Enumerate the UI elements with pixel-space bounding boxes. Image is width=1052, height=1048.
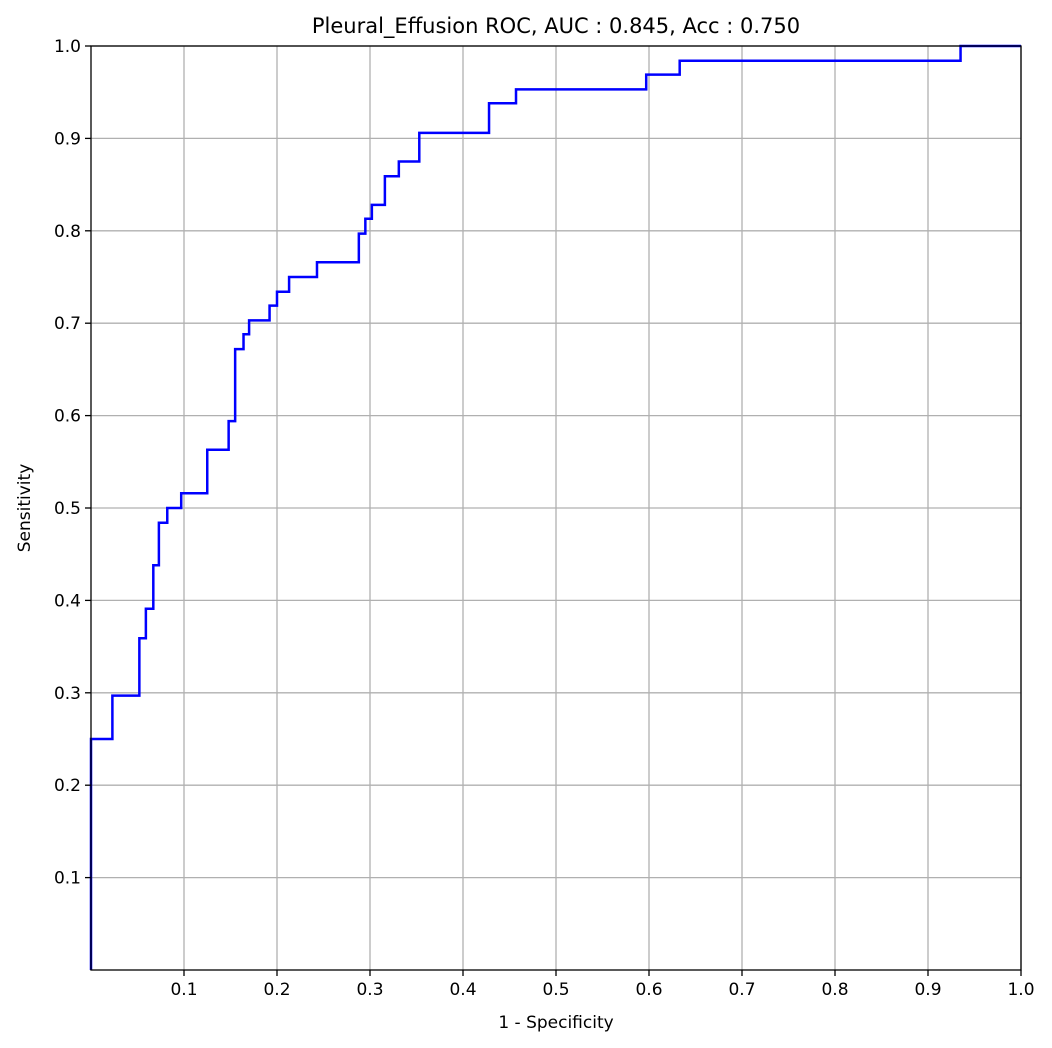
- y-tick-label: 0.8: [54, 222, 81, 242]
- y-tick-label: 0.9: [54, 129, 81, 149]
- x-tick-label: 0.8: [821, 980, 848, 1000]
- y-axis-label: Sensitivity: [15, 464, 35, 553]
- y-tick-label: 1.0: [54, 37, 81, 57]
- y-tick-label: 0.3: [54, 684, 81, 704]
- chart-title: Pleural_Effusion ROC, AUC : 0.845, Acc :…: [312, 14, 800, 39]
- x-tick-label: 0.9: [914, 980, 941, 1000]
- y-tick-label: 0.2: [54, 776, 81, 796]
- x-tick-label: 0.1: [170, 980, 197, 1000]
- x-tick-label: 0.6: [635, 980, 662, 1000]
- x-tick-label: 0.7: [728, 980, 755, 1000]
- roc-curve-line: [89, 44, 1021, 970]
- x-tick-label: 0.5: [542, 980, 569, 1000]
- x-axis-label: 1 - Specificity: [498, 1013, 613, 1033]
- x-tick-label: 0.3: [356, 980, 383, 1000]
- y-tick-label: 0.5: [54, 499, 81, 519]
- y-tick-label: 0.1: [54, 869, 81, 889]
- x-tick-label: 1.0: [1007, 980, 1034, 1000]
- y-tick-label: 0.4: [54, 591, 81, 611]
- x-tick-label: 0.4: [449, 980, 476, 1000]
- y-tick-label: 0.6: [54, 407, 81, 427]
- y-tick-label: 0.7: [54, 314, 81, 334]
- axis-ticks: 0.1 0.2 0.3 0.4 0.5 0.6 0.7 0.8 0.9 1.0 0.1 0.2 0.3 0…: [54, 37, 1035, 1000]
- x-tick-label: 0.2: [263, 980, 290, 1000]
